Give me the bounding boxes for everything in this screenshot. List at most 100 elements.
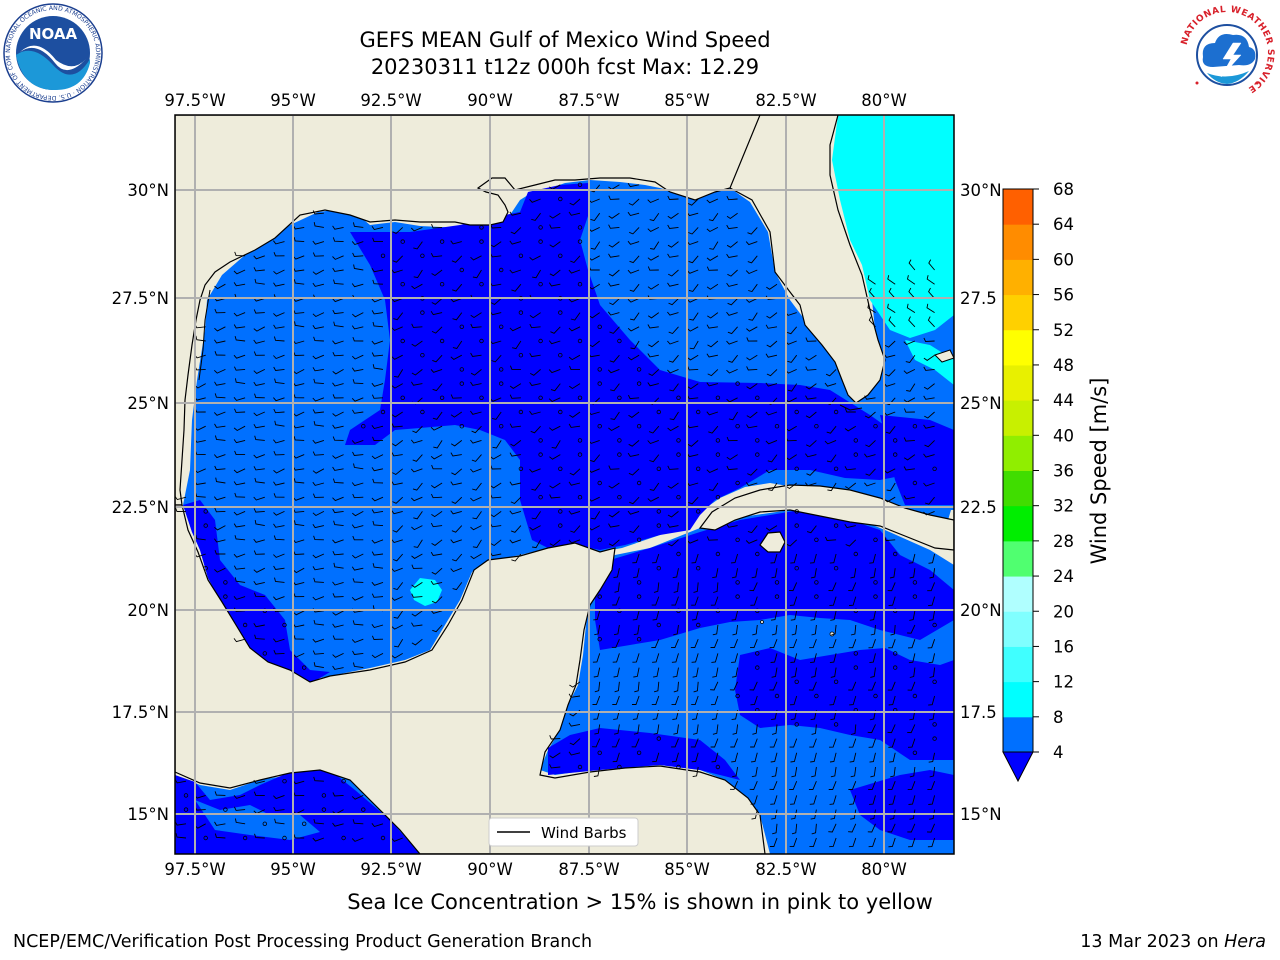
- wind-barb: [667, 482, 679, 489]
- wind-barb: [647, 382, 659, 387]
- wind-barb: [351, 354, 364, 360]
- wind-barb: [273, 565, 285, 570]
- wind-barb: [627, 240, 640, 245]
- wind-barb: [313, 336, 324, 342]
- wind-barb-calm: [617, 764, 622, 770]
- wind-barb: [510, 525, 522, 533]
- wind-barb: [234, 408, 246, 413]
- wind-barb: [490, 241, 502, 248]
- wind-barb: [923, 354, 935, 361]
- wind-barb: [273, 282, 285, 287]
- wind-barb-calm: [833, 566, 839, 571]
- wind-barb: [394, 638, 404, 648]
- wind-barb: [908, 653, 916, 664]
- wind-barb: [770, 553, 778, 564]
- wind-barb: [411, 610, 423, 617]
- wind-barb: [332, 255, 344, 260]
- wind-barb: [908, 287, 916, 299]
- wind-barb: [633, 568, 640, 579]
- wind-barb: [607, 311, 620, 316]
- wind-barb: [928, 553, 936, 564]
- wind-barb: [613, 568, 620, 579]
- wind-barb-calm: [912, 580, 918, 585]
- gridlines: [175, 115, 954, 854]
- wind-barb: [864, 411, 876, 419]
- wind-barb: [928, 259, 935, 271]
- wind-barb: [391, 269, 403, 274]
- wind-barb: [430, 311, 443, 316]
- wind-barb: [608, 195, 620, 200]
- wind-barb: [312, 451, 324, 456]
- wind-barb: [727, 269, 738, 277]
- wind-barb-calm: [577, 764, 583, 770]
- wind-barb: [470, 468, 482, 473]
- wind-barb: [888, 837, 896, 848]
- wind-barb: [805, 395, 817, 400]
- wind-barb-calm: [479, 225, 484, 230]
- wind-barb-calm: [735, 693, 740, 699]
- wind-barb: [371, 454, 384, 460]
- wind-barb: [233, 312, 246, 317]
- wind-barb: [791, 624, 798, 636]
- wind-barb: [829, 752, 837, 763]
- wind-barb-calm: [380, 409, 386, 415]
- wind-barb: [629, 312, 640, 321]
- wind-barb: [805, 411, 817, 419]
- wind-barb: [391, 440, 403, 447]
- wind-barb: [785, 454, 797, 461]
- wind-barb: [253, 567, 266, 573]
- wind-barb-calm: [656, 736, 661, 741]
- wind-barb: [451, 525, 463, 533]
- wind-barb: [770, 752, 778, 763]
- wind-barb: [908, 837, 916, 848]
- wind-barb: [632, 653, 640, 663]
- wind-barb: [787, 383, 798, 392]
- wind-barb: [333, 279, 344, 285]
- wind-barb-calm: [794, 566, 799, 571]
- wind-barb: [903, 340, 916, 346]
- wind-barb: [688, 227, 699, 235]
- wind-barb: [687, 394, 699, 400]
- wind-barb: [431, 224, 443, 229]
- wind-barb: [769, 639, 778, 649]
- wind-barb: [732, 624, 739, 636]
- wind-barb-calm: [617, 452, 622, 457]
- wind-barb-calm: [735, 537, 740, 542]
- wind-barb: [627, 394, 640, 400]
- wind-barb: [630, 340, 640, 350]
- wind-barb: [490, 298, 502, 305]
- wind-barb: [413, 241, 423, 250]
- lat-label: 22.5: [960, 498, 997, 517]
- wind-barb: [371, 394, 384, 399]
- wind-barb: [627, 452, 640, 457]
- wind-barb: [686, 297, 699, 303]
- wind-barb: [371, 382, 384, 387]
- colorbar-segment: [1003, 259, 1033, 296]
- wind-barb-calm: [577, 438, 583, 443]
- wind-barb: [907, 781, 916, 791]
- wind-barb: [903, 368, 916, 374]
- wind-barb: [691, 695, 699, 706]
- wind-barb: [771, 568, 778, 579]
- wind-barb-calm: [853, 651, 858, 656]
- wind-barb: [214, 308, 226, 314]
- wind-barb: [671, 695, 679, 706]
- colorbar-tick-label: 4: [1053, 743, 1064, 762]
- wind-barb: [667, 212, 679, 219]
- wind-barb: [294, 321, 305, 328]
- wind-barb: [811, 667, 817, 678]
- wind-barb: [746, 326, 758, 332]
- wind-barb: [273, 252, 285, 257]
- wind-barb: [706, 266, 718, 271]
- wind-barb: [811, 823, 817, 835]
- atlantic-calm: [880, 415, 954, 505]
- wind-barb: [195, 335, 206, 342]
- wind-barb: [529, 525, 541, 531]
- wind-barb: [687, 440, 699, 447]
- wind-barb: [568, 354, 581, 361]
- wind-barb-calm: [676, 495, 681, 500]
- colorbar-segments: [1003, 189, 1033, 753]
- wind-barb: [293, 567, 305, 574]
- wind-barb: [590, 511, 601, 520]
